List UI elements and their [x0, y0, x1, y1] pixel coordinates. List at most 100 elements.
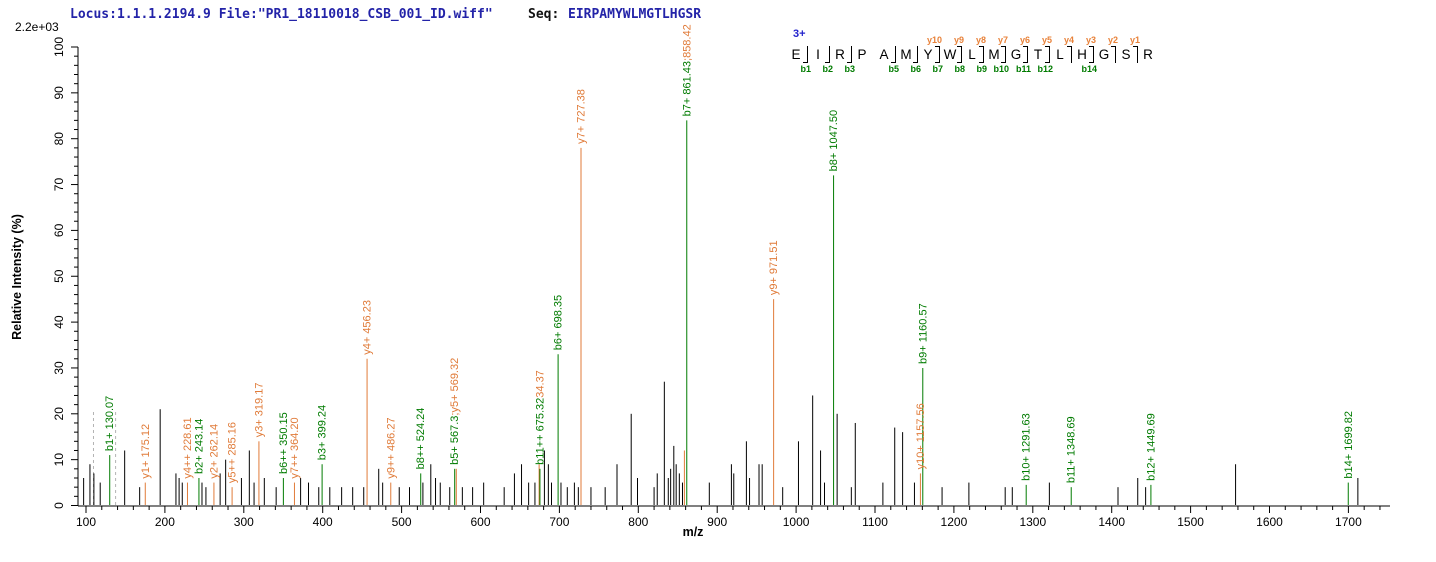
- b-ion-label: b14: [1081, 64, 1097, 74]
- y-ion-arm: [1001, 46, 1005, 47]
- fragment-gap: y1: [1130, 35, 1141, 63]
- cleavage-divider: [807, 46, 808, 63]
- cleavage-divider: [1137, 46, 1138, 63]
- cleavage-divider: [917, 46, 918, 63]
- peak-label: b6+ 698.35: [553, 295, 565, 350]
- y-tick-label: 50: [52, 269, 66, 283]
- cleavage-divider: [961, 46, 962, 63]
- b-ion-label: b8: [954, 64, 965, 74]
- fragment-gap: y9 b8: [954, 35, 965, 74]
- b-ion-arm: [1001, 62, 1005, 63]
- cleavage-divider: [1071, 46, 1072, 63]
- peak-label: b10+ 1291.63: [1021, 413, 1033, 481]
- peak-label: b14+ 1699.82: [1343, 411, 1355, 479]
- intensity-scale-label: 2.2e+03: [15, 20, 59, 34]
- x-tick-label: 1000: [783, 515, 810, 529]
- y-ion-label: y3: [1085, 35, 1096, 45]
- b-ion-label: b10: [993, 64, 1009, 74]
- x-axis-title: m/z: [683, 525, 704, 539]
- cleavage-divider: [983, 46, 984, 63]
- peak-label: b11++ 675.3234.37: [534, 370, 546, 465]
- fragment-gap: y10 b7: [927, 35, 943, 74]
- residue-letter: T: [1033, 47, 1043, 62]
- y-tick-label: 40: [52, 315, 66, 329]
- fragment-gap: b1: [800, 46, 811, 74]
- peak-label: b2+ 243.14: [193, 419, 205, 474]
- residue-letter: M: [900, 47, 912, 62]
- residue-letter: S: [1121, 47, 1131, 62]
- y-ion-arm: [1045, 46, 1049, 47]
- b-ion-arm: [1089, 62, 1093, 63]
- b-ion-arm: [935, 62, 939, 63]
- y-ion-label: y1: [1129, 35, 1140, 45]
- b-ion-arm: [1023, 62, 1027, 63]
- sequence-text: EIRPAMYWLMGTLHGSR: [568, 7, 702, 22]
- y-ion-label: y8: [975, 35, 986, 45]
- b-ion-arm: [957, 62, 961, 63]
- peak-label: b9+ 1160.57: [917, 303, 929, 364]
- b-ion-arm: [847, 62, 851, 63]
- peak-label: b8++ 524.24: [415, 408, 427, 470]
- b-ion-label: b3: [844, 64, 855, 74]
- peak-label: b3+ 399.24: [317, 405, 329, 460]
- y-ion-arm: [957, 46, 961, 47]
- peak-label: y7+ 727.38: [576, 89, 588, 144]
- y-ion-label: y5: [1041, 35, 1052, 45]
- x-tick-label: 1200: [941, 515, 968, 529]
- x-tick-label: 1500: [1177, 515, 1204, 529]
- b-ion-label: b1: [800, 64, 811, 74]
- fragment-gap: b2: [822, 46, 833, 74]
- b-ion-arm: [979, 62, 983, 63]
- residue-letter: R: [1143, 47, 1153, 62]
- peak-label: y10+ 1157.56: [915, 403, 927, 469]
- peak-label: y1+ 175.12: [140, 424, 152, 479]
- seq-label: Seq:: [528, 7, 560, 22]
- y-ion-label: y9: [953, 35, 964, 45]
- x-tick-label: 1100: [862, 515, 888, 529]
- y-ion-arm: [1023, 46, 1027, 47]
- b-ion-label: b6: [910, 64, 921, 74]
- fragment-gap: y4: [1064, 35, 1075, 63]
- fragment-gap: y6 b11: [1016, 35, 1031, 74]
- peak-label: y4++ 228.61: [182, 417, 194, 478]
- x-tick-label: 1600: [1256, 515, 1283, 529]
- x-tick-label: 300: [234, 515, 254, 529]
- y-ion-label: y4: [1063, 35, 1074, 45]
- y-ion-arm: [1111, 46, 1115, 47]
- b-ion-arm: [891, 62, 895, 63]
- residue-letter: R: [835, 47, 845, 62]
- peak-label: y3+ 319.17: [253, 383, 265, 438]
- peak-label: b7+ 861.43;858.42: [681, 24, 693, 116]
- peak-label: b8+ 1047.50: [828, 110, 840, 171]
- y-tick-label: 0: [52, 502, 66, 509]
- peak-label: y2+ 262.14: [208, 424, 220, 479]
- b-ion-label: b9: [976, 64, 987, 74]
- peak-label: y4+ 456.23: [362, 300, 374, 355]
- b-ion-label: b7: [932, 64, 943, 74]
- residue-letter: E: [791, 47, 801, 62]
- y-tick-label: 80: [52, 132, 66, 146]
- x-tick-label: 400: [313, 515, 333, 529]
- residue-letter: L: [1056, 47, 1064, 62]
- residue-letter: G: [1098, 47, 1110, 62]
- b-ion-arm: [1045, 62, 1049, 63]
- x-tick-label: 700: [549, 515, 569, 529]
- y-tick-label: 30: [52, 361, 66, 375]
- residue-letter: M: [988, 47, 1000, 62]
- cleavage-divider: [1093, 46, 1094, 63]
- residue-letter: P: [857, 47, 867, 62]
- residue-letter: I: [816, 47, 820, 62]
- y-ion-label: y7: [997, 35, 1008, 45]
- peak-label: b6++ 350.15: [278, 412, 290, 474]
- y-ion-arm: [979, 46, 983, 47]
- residue-letter: H: [1077, 47, 1087, 62]
- x-tick-label: 1700: [1335, 515, 1362, 529]
- y-tick-label: 100: [52, 37, 66, 57]
- fragment-gap: [869, 46, 877, 63]
- peak-label: b1+ 130.07: [104, 396, 116, 451]
- fragment-gap: b6: [910, 46, 921, 74]
- y-ion-arm: [1089, 46, 1093, 47]
